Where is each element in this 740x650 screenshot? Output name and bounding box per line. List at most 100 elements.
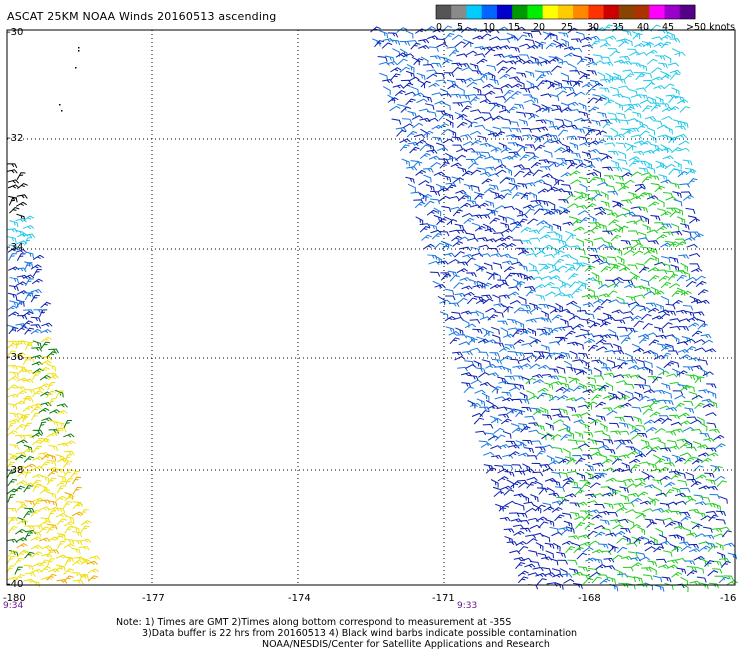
wind-barb — [656, 343, 667, 350]
legend-label-30: 30 — [587, 22, 600, 33]
wind-barb — [402, 123, 414, 129]
wind-barb — [671, 335, 680, 344]
wind-barb — [659, 475, 671, 482]
wind-barb — [512, 524, 524, 529]
wind-barb — [535, 446, 546, 452]
wind-barb — [625, 446, 636, 452]
wind-barb — [663, 390, 672, 399]
wind-barb — [523, 99, 535, 104]
wind-barb — [7, 365, 18, 370]
wind-barb — [548, 368, 559, 374]
wind-barb — [532, 566, 544, 572]
legend-swatch — [496, 5, 513, 19]
wind-barb — [436, 110, 447, 116]
wind-barb — [466, 200, 478, 206]
wind-barb — [633, 42, 646, 48]
wind-barb — [47, 363, 57, 372]
wind-barb — [510, 481, 522, 488]
wind-barb — [631, 215, 643, 221]
wind-barb — [567, 341, 579, 346]
wind-barb — [469, 319, 481, 324]
wind-barb — [15, 528, 27, 535]
wind-barb — [481, 294, 493, 300]
legend-label-35: 35 — [612, 22, 625, 33]
wind-barb — [505, 409, 517, 416]
wind-barb — [651, 254, 659, 264]
wind-barb — [23, 564, 34, 571]
wind-barb — [644, 518, 655, 525]
wind-barb — [628, 127, 640, 133]
wind-barb — [14, 386, 27, 391]
wind-barb — [607, 48, 619, 54]
wind-barb — [669, 210, 681, 218]
wind-barb — [567, 203, 579, 209]
wind-barb — [700, 496, 711, 503]
wind-barb — [453, 282, 464, 289]
wind-barb — [554, 354, 566, 361]
wind-barb — [600, 265, 611, 273]
wind-barb — [622, 439, 633, 445]
wind-barb — [519, 363, 532, 368]
wind-barb — [615, 142, 626, 149]
wind-barb — [568, 315, 580, 321]
wind-barb — [616, 38, 628, 44]
wind-barb — [597, 39, 609, 45]
wind-barb — [551, 568, 562, 576]
wind-barb — [529, 237, 541, 242]
wind-barb — [643, 290, 655, 296]
wind-barb — [501, 228, 513, 234]
wind-barb — [541, 318, 552, 324]
wind-barb — [649, 536, 658, 545]
wind-barb — [581, 44, 593, 49]
wind-barb — [514, 383, 525, 391]
wind-barb — [547, 200, 556, 210]
wind-barb — [560, 434, 571, 441]
wind-barb — [568, 535, 580, 540]
wind-barb — [72, 559, 83, 566]
wind-barb — [679, 442, 691, 449]
wind-barb — [433, 171, 445, 176]
wind-barb — [672, 428, 684, 433]
wind-barb — [586, 61, 598, 66]
wind-barb — [413, 199, 424, 204]
wind-barb — [575, 370, 588, 375]
wind-barb — [553, 250, 565, 256]
wind-barb — [598, 152, 609, 159]
wind-barb — [691, 523, 703, 530]
wind-barb — [65, 515, 75, 523]
wind-barb — [71, 572, 82, 578]
wind-barb — [560, 107, 572, 113]
wind-barb — [698, 485, 710, 490]
wind-barb — [584, 238, 594, 247]
wind-barb — [524, 447, 535, 454]
wind-barb — [671, 290, 682, 298]
wind-barb — [679, 420, 691, 425]
wind-barb — [533, 179, 546, 184]
wind-barb — [516, 72, 527, 78]
wind-barb — [521, 168, 532, 173]
wind-barb — [511, 398, 523, 404]
wind-barb — [598, 384, 610, 392]
wind-barb — [545, 519, 555, 527]
wind-barb — [575, 334, 587, 339]
wind-barb — [526, 481, 537, 489]
wind-barb — [591, 514, 603, 520]
wind-barb — [492, 262, 503, 270]
wind-barb — [509, 300, 521, 305]
wind-barb — [573, 582, 583, 589]
wind-barb — [554, 326, 566, 332]
wind-barb — [426, 73, 438, 80]
wind-barb — [48, 398, 57, 407]
wind-barb — [592, 94, 602, 101]
wind-barb — [537, 387, 549, 393]
wind-barb — [549, 526, 560, 534]
wind-barb — [547, 329, 559, 336]
wind-barb — [619, 486, 629, 493]
wind-barb — [39, 383, 51, 389]
legend-label-25: 25 — [561, 22, 574, 33]
wind-barb — [708, 582, 719, 589]
wind-barb — [511, 464, 522, 470]
wind-barb — [47, 470, 58, 477]
wind-barb — [550, 139, 563, 145]
wind-barb — [412, 161, 423, 169]
